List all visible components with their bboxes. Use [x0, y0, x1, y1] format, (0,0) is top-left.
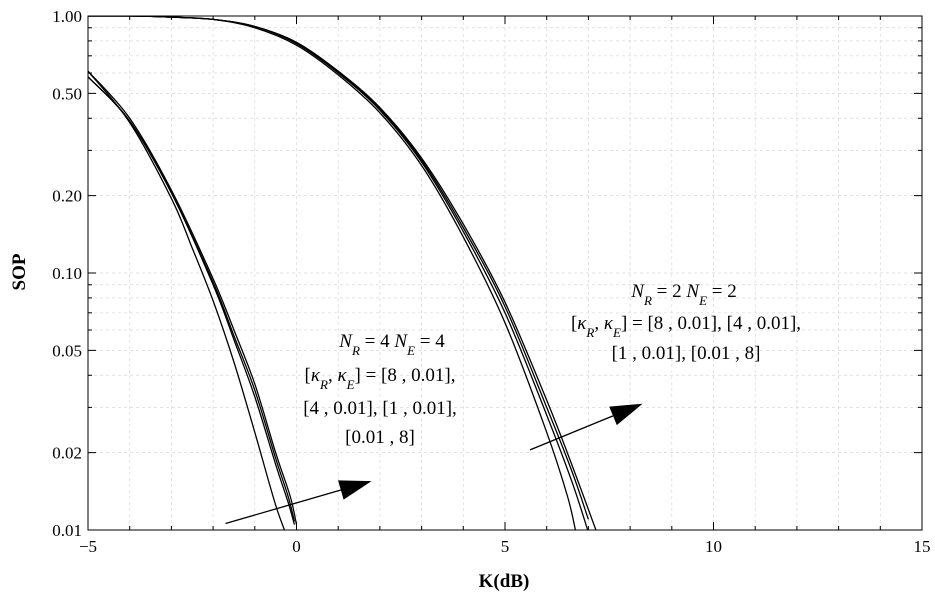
y-tick-label: 0.20: [52, 187, 82, 206]
x-tick-label: 10: [705, 537, 722, 556]
axis-ticks: −5 0 5 10 15 0.01 0.02 0.05 0.10 0.20 0.50 1.00: [52, 7, 930, 556]
series-line-nr4-ne4: [88, 70, 298, 525]
annotation-nr2: NR = 2 NE = 2 [κR, κE] = [8 , 0.01], [4 …: [571, 281, 801, 364]
annotation-arrow-shaft: [225, 489, 342, 525]
y-tick-label: 0.10: [52, 264, 82, 283]
grid: [88, 16, 922, 530]
series-lines: [88, 16, 597, 530]
y-tick-label: 0.05: [52, 341, 82, 360]
series-line-nr2-ne2: [88, 16, 577, 530]
y-tick-label: 1.00: [52, 7, 82, 26]
annotation-nr2-line3: [1 , 0.01], [0.01 , 8]: [612, 343, 761, 364]
x-tick-label: 5: [501, 537, 510, 556]
y-tick-label: 0.02: [52, 444, 82, 463]
annotation-nr2-kappa-line: [κR, κE] = [8 , 0.01], [4 , 0.01],: [571, 313, 801, 340]
annotation-nr4: NR = 4 NE = 4 [κR, κE] = [8 , 0.01], [4 …: [303, 331, 457, 448]
series-line-nr4-ne4: [88, 76, 296, 522]
annotation-nr2-title: NR = 2 NE = 2: [630, 281, 736, 308]
annotation-nr4-line3: [4 , 0.01], [1 , 0.01],: [303, 398, 457, 419]
annotation-arrow-head: [609, 403, 643, 426]
series-line-nr4-ne4: [88, 70, 286, 530]
annotation-nr4-title: NR = 4 NE = 4: [338, 331, 445, 358]
arrows: [225, 403, 643, 525]
y-tick-label: 0.01: [52, 521, 82, 540]
series-line-nr4-ne4: [88, 76, 296, 525]
x-tick-label: 0: [292, 537, 301, 556]
annotation-nr4-kappa-line: [κR, κE] = [8 , 0.01],: [305, 365, 456, 392]
annotation-arrow-shaft: [529, 415, 614, 451]
y-axis-title: SOP: [9, 253, 30, 290]
annotation-arrow-head: [338, 480, 372, 500]
x-tick-label: 15: [914, 537, 931, 556]
x-axis-title: K(dB): [479, 571, 530, 592]
x-tick-label: −5: [79, 537, 97, 556]
annotation-nr4-line4: [0.01 , 8]: [345, 427, 415, 448]
y-tick-label: 0.50: [52, 84, 82, 103]
